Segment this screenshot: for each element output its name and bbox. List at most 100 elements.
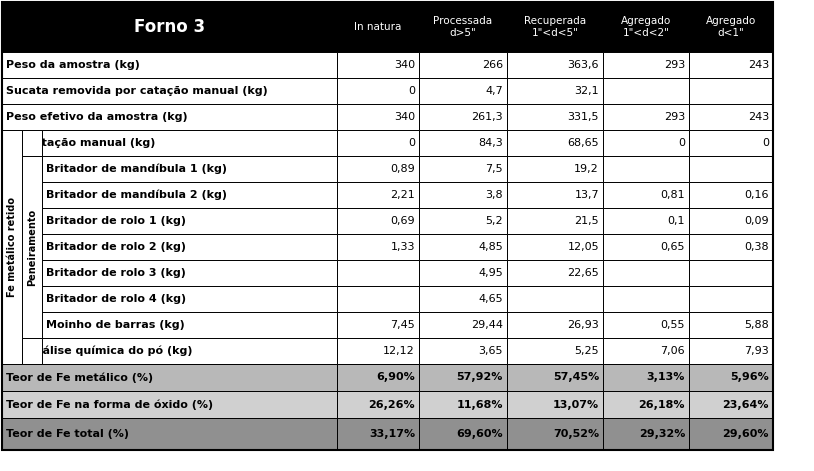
- Bar: [337, 156, 419, 182]
- Text: 32,1: 32,1: [575, 86, 599, 96]
- Text: 33,17%: 33,17%: [369, 429, 415, 439]
- Text: 5,88: 5,88: [744, 320, 769, 330]
- Text: 0,1: 0,1: [667, 216, 685, 226]
- Text: Teor de Fe na forma de óxido (%): Teor de Fe na forma de óxido (%): [6, 399, 213, 410]
- Text: Recuperada
1"<d<5": Recuperada 1"<d<5": [524, 16, 586, 38]
- Bar: [603, 312, 689, 338]
- Text: 2,21: 2,21: [390, 190, 415, 200]
- Bar: [689, 52, 773, 78]
- Bar: [603, 52, 689, 78]
- Bar: [603, 156, 689, 182]
- Bar: [689, 2, 773, 52]
- Text: 3,13%: 3,13%: [646, 373, 685, 382]
- Bar: [2, 52, 337, 78]
- Bar: [337, 2, 419, 52]
- Bar: [2, 2, 337, 52]
- Bar: [419, 130, 507, 156]
- Text: 70,52%: 70,52%: [553, 429, 599, 439]
- Text: 23,64%: 23,64%: [723, 399, 769, 409]
- Bar: [603, 182, 689, 208]
- Bar: [507, 418, 603, 450]
- Bar: [419, 364, 507, 391]
- Bar: [337, 234, 419, 260]
- Text: 363,6: 363,6: [567, 60, 599, 70]
- Text: In natura: In natura: [354, 22, 401, 32]
- Text: 13,7: 13,7: [575, 190, 599, 200]
- Text: Britador de rolo 3 (kg): Britador de rolo 3 (kg): [46, 268, 186, 278]
- Bar: [2, 364, 337, 391]
- Text: 0: 0: [678, 138, 685, 148]
- Bar: [603, 234, 689, 260]
- Bar: [337, 286, 419, 312]
- Text: 340: 340: [394, 60, 415, 70]
- Bar: [42, 182, 337, 208]
- Text: 0: 0: [408, 86, 415, 96]
- Bar: [419, 391, 507, 418]
- Bar: [337, 260, 419, 286]
- Bar: [507, 78, 603, 104]
- Text: Britador de mandíbula 2 (kg): Britador de mandíbula 2 (kg): [46, 190, 227, 200]
- Bar: [2, 104, 337, 130]
- Bar: [689, 208, 773, 234]
- Text: Peso efetivo da amostra (kg): Peso efetivo da amostra (kg): [6, 112, 187, 122]
- Bar: [689, 391, 773, 418]
- Bar: [689, 156, 773, 182]
- Bar: [603, 104, 689, 130]
- Bar: [419, 208, 507, 234]
- Text: Forno 3: Forno 3: [134, 18, 205, 36]
- Bar: [337, 182, 419, 208]
- Text: 26,26%: 26,26%: [369, 399, 415, 409]
- Bar: [2, 418, 337, 450]
- Bar: [419, 52, 507, 78]
- Text: 7,06: 7,06: [660, 346, 685, 356]
- Bar: [419, 78, 507, 104]
- Bar: [42, 208, 337, 234]
- Bar: [337, 208, 419, 234]
- Bar: [419, 182, 507, 208]
- Bar: [507, 104, 603, 130]
- Text: 7,93: 7,93: [744, 346, 769, 356]
- Text: 4,7: 4,7: [485, 86, 503, 96]
- Bar: [419, 418, 507, 450]
- Bar: [419, 2, 507, 52]
- Text: 293: 293: [663, 112, 685, 122]
- Bar: [507, 338, 603, 364]
- Text: Peso da amostra (kg): Peso da amostra (kg): [6, 60, 140, 70]
- Bar: [2, 130, 22, 364]
- Text: 4,95: 4,95: [479, 268, 503, 278]
- Bar: [22, 130, 337, 156]
- Text: Britador de rolo 1 (kg): Britador de rolo 1 (kg): [46, 216, 186, 226]
- Bar: [603, 286, 689, 312]
- Text: 5,96%: 5,96%: [730, 373, 769, 382]
- Bar: [419, 338, 507, 364]
- Text: 5,25: 5,25: [575, 346, 599, 356]
- Text: 0,65: 0,65: [660, 242, 685, 252]
- Text: 0,81: 0,81: [660, 190, 685, 200]
- Text: Agregado
d<1": Agregado d<1": [706, 16, 756, 38]
- Bar: [337, 391, 419, 418]
- Text: Teor de Fe metálico (%): Teor de Fe metálico (%): [6, 372, 153, 383]
- Text: Teor de Fe total (%): Teor de Fe total (%): [6, 429, 129, 439]
- Bar: [22, 338, 42, 364]
- Text: Britador de mandíbula 1 (kg): Britador de mandíbula 1 (kg): [46, 164, 227, 174]
- Text: Britador de rolo 2 (kg): Britador de rolo 2 (kg): [46, 242, 186, 252]
- Bar: [507, 156, 603, 182]
- Text: 3,65: 3,65: [479, 346, 503, 356]
- Text: 4,85: 4,85: [479, 242, 503, 252]
- Bar: [603, 364, 689, 391]
- Bar: [419, 312, 507, 338]
- Text: 4,65: 4,65: [479, 294, 503, 304]
- Text: 340: 340: [394, 112, 415, 122]
- Text: 5,2: 5,2: [485, 216, 503, 226]
- Bar: [689, 312, 773, 338]
- Bar: [689, 338, 773, 364]
- Bar: [337, 104, 419, 130]
- Text: Moinho de barras (kg): Moinho de barras (kg): [46, 320, 185, 330]
- Text: 57,92%: 57,92%: [457, 373, 503, 382]
- Text: 0,09: 0,09: [744, 216, 769, 226]
- Bar: [337, 78, 419, 104]
- Text: 29,32%: 29,32%: [639, 429, 685, 439]
- Bar: [507, 2, 603, 52]
- Text: 331,5: 331,5: [567, 112, 599, 122]
- Bar: [603, 2, 689, 52]
